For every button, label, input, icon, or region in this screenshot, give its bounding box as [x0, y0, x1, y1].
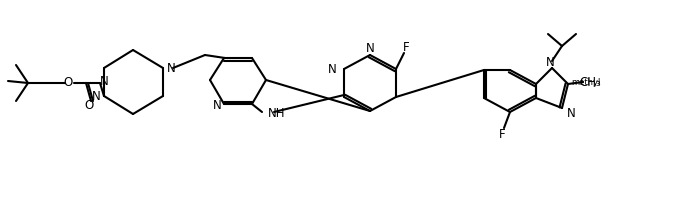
- Text: O: O: [84, 98, 94, 111]
- Text: N: N: [546, 55, 554, 69]
- Text: CH₃: CH₃: [579, 75, 601, 89]
- Text: N: N: [100, 74, 108, 88]
- Text: N: N: [167, 62, 175, 74]
- Text: O: O: [64, 75, 73, 89]
- Text: F: F: [498, 128, 505, 141]
- Text: methyl: methyl: [571, 77, 601, 87]
- Text: N: N: [567, 107, 576, 120]
- Text: N: N: [91, 89, 101, 103]
- Text: N: N: [366, 42, 374, 54]
- Text: NH: NH: [268, 107, 285, 120]
- Text: F: F: [403, 41, 409, 53]
- Text: N: N: [328, 63, 337, 75]
- Text: N: N: [214, 98, 222, 111]
